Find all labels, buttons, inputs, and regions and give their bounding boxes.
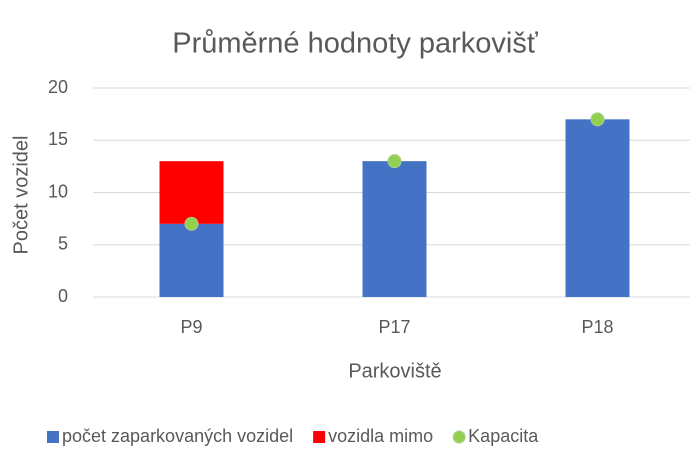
x-tick-label: P17: [378, 317, 410, 337]
legend-label: vozidla mimo: [328, 426, 433, 446]
y-tick-label: 10: [48, 181, 68, 201]
legend-label: počet zaparkovaných vozidel: [62, 426, 293, 446]
legend-marker: [47, 431, 59, 443]
bar: [362, 161, 427, 297]
legend-label: Kapacita: [468, 426, 539, 446]
bar: [565, 119, 630, 297]
x-tick-label: P18: [581, 317, 613, 337]
y-tick-label: 15: [48, 129, 68, 149]
x-axis-label: Parkoviště: [348, 360, 441, 382]
chart-title: Průměrné hodnoty parkovišť: [172, 28, 539, 60]
legend-marker: [313, 431, 326, 443]
y-axis-label: Počet vozidel: [10, 136, 32, 255]
bar: [159, 223, 224, 297]
bar: [159, 161, 224, 224]
point: [184, 216, 199, 231]
y-tick-label: 20: [48, 77, 68, 97]
x-tick-label: P9: [180, 317, 202, 337]
legend-marker: [452, 430, 466, 444]
y-tick-label: 5: [58, 234, 68, 254]
point: [387, 154, 402, 169]
point: [590, 112, 605, 127]
y-tick-label: 0: [58, 286, 68, 306]
